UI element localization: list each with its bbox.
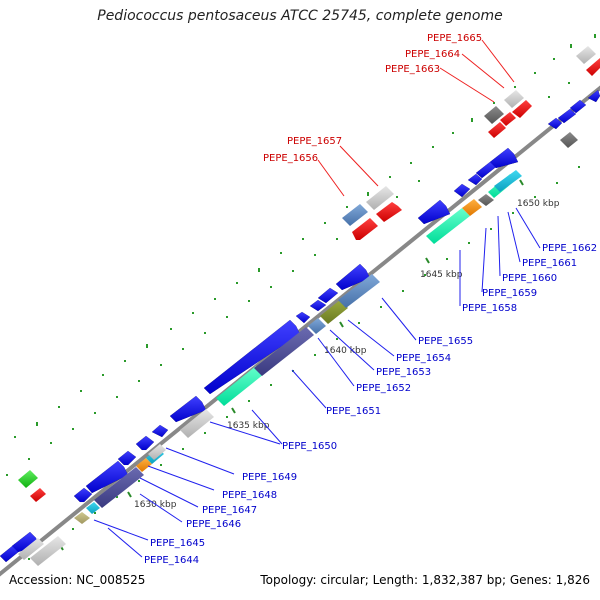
accession-text: Accession: NC_008525: [9, 573, 146, 587]
cds-block: [310, 300, 326, 311]
gene-label: PEPE_1664: [405, 49, 460, 60]
cds-block: [588, 90, 600, 102]
genome-summary-text: Topology: circular; Length: 1,832,387 bp…: [260, 573, 590, 587]
cds-block: [490, 148, 518, 168]
cds-block: [136, 436, 154, 450]
scale-label: 1650 kbp: [517, 199, 560, 209]
feature-blocks: [18, 132, 578, 566]
leader-lines-red: [317, 39, 515, 197]
feature-block-steel: [308, 318, 326, 334]
feature-block-teal: [426, 208, 470, 244]
scale-label: 1635 kbp: [227, 421, 270, 431]
feature-block-purple: [94, 467, 144, 508]
genome-backbone: [0, 85, 600, 577]
cds-block: [476, 162, 496, 178]
reverse-cds: [586, 58, 600, 76]
feature-block-gray: [18, 538, 44, 560]
gene-label: PEPE_1653: [376, 367, 431, 378]
gene-label: PEPE_1657: [287, 136, 342, 147]
reverse-cds: [488, 122, 506, 138]
reverse-cds: [352, 218, 378, 240]
upper-gene-group: [18, 46, 600, 502]
gene-label: PEPE_1652: [356, 383, 411, 394]
cds-block: [170, 396, 206, 422]
gene-label: PEPE_1662: [542, 243, 597, 254]
gene-label: PEPE_1647: [202, 505, 257, 516]
gene-label: PEPE_1645: [150, 538, 205, 549]
reverse-cds: [512, 100, 532, 118]
gene-labels-blue: PEPE_1644 PEPE_1645 PEPE_1646 PEPE_1647 …: [144, 243, 597, 566]
feature-block-khaki: [74, 512, 90, 524]
scale-label: 1640 kbp: [324, 346, 367, 356]
cds-block: [336, 264, 370, 290]
scale-label: 1645 kbp: [420, 270, 463, 280]
gene-label: PEPE_1646: [186, 519, 241, 530]
feature-block-purple: [254, 327, 314, 376]
feature-block-dark: [484, 106, 504, 124]
cds-block: [468, 174, 482, 185]
backbone-ticks: [59, 179, 524, 551]
feature-block-dark: [478, 194, 494, 206]
gene-label: PEPE_1658: [462, 303, 517, 314]
feature-block-gray: [148, 444, 166, 460]
gene-label: PEPE_1656: [263, 153, 318, 164]
reverse-cds: [376, 202, 402, 222]
gene-label: PEPE_1651: [326, 406, 381, 417]
gene-label: PEPE_1650: [282, 441, 337, 452]
gene-label: PEPE_1661: [522, 258, 577, 269]
leader-lines-blue: [93, 207, 541, 558]
cds-block: [152, 425, 168, 437]
cds-block: [454, 184, 470, 197]
feature-block-dark: [560, 132, 578, 148]
feature-block-steel: [342, 204, 368, 226]
gene-label: PEPE_1655: [418, 336, 473, 347]
feature-block-gray: [576, 46, 596, 64]
cds-block: [570, 100, 586, 113]
feature-block-gray: [30, 536, 66, 566]
feature-block-olive: [320, 300, 348, 324]
gene-label: PEPE_1663: [385, 64, 440, 75]
gene-label: PEPE_1649: [242, 472, 297, 483]
gene-label: PEPE_1660: [502, 273, 557, 284]
feature-block-gray: [504, 90, 524, 108]
feature-block-green: [18, 470, 38, 488]
cds-block: [118, 451, 136, 465]
cds-block: [74, 488, 92, 502]
reverse-cds: [30, 488, 46, 502]
feature-block-cyan: [494, 170, 522, 192]
cds-block: [296, 312, 310, 323]
feature-block-gray: [180, 409, 214, 438]
feature-block-orange: [462, 199, 482, 216]
gene-label: PEPE_1644: [144, 555, 199, 566]
scale-label: 1630 kbp: [134, 500, 177, 510]
cds-block: [86, 461, 128, 493]
feature-block-gray: [366, 186, 394, 210]
forward-strand-fill: [0, 90, 600, 562]
feature-block-steel: [338, 274, 380, 308]
feature-block-orange: [136, 458, 152, 472]
cds-block: [204, 320, 300, 394]
page-title: Pediococcus pentosaceus ATCC 25745, comp…: [97, 8, 503, 24]
cds-block: [418, 200, 450, 224]
gene-label: PEPE_1648: [222, 490, 277, 501]
gene-labels-red: PEPE_1656 PEPE_1657 PEPE_1663 PEPE_1664 …: [263, 33, 482, 164]
gene-label: PEPE_1654: [396, 353, 451, 364]
cds-block: [548, 118, 562, 129]
cds-block: [318, 288, 338, 303]
reverse-cds: [500, 112, 516, 126]
gene-label: PEPE_1659: [482, 288, 537, 299]
scale-labels: 1630 kbp 1635 kbp 1640 kbp 1645 kbp 1650…: [134, 199, 560, 510]
feature-block-cyan: [86, 502, 100, 514]
lane-markers: [6, 34, 596, 560]
cds-block: [558, 109, 576, 123]
feature-block-teal: [216, 366, 264, 406]
gene-label: PEPE_1665: [427, 33, 482, 44]
